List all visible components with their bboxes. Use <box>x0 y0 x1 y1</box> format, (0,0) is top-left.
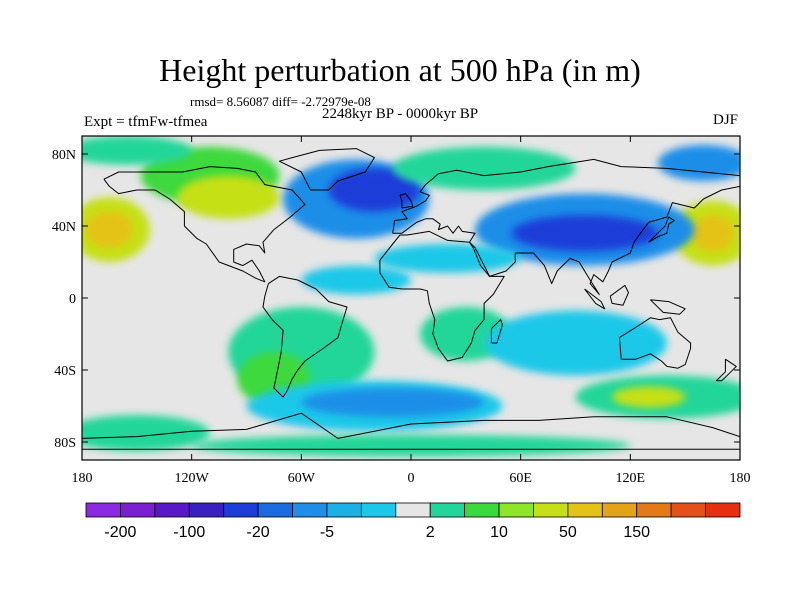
anomaly-region-24 <box>657 145 740 181</box>
colorbar-swatch-17 <box>670 502 706 518</box>
colorbar-swatch-15 <box>601 502 638 518</box>
coastline-greenland <box>278 148 375 191</box>
coastline-australia <box>618 317 692 369</box>
colorbar-swatch-5 <box>257 502 293 518</box>
colorbar-swatch-13 <box>533 502 569 518</box>
anomaly-region-23 <box>191 434 631 457</box>
axis-ticks: 180 120W 60W 0 60E 120E 180 80N 40N 0 40S 80S <box>52 136 751 486</box>
colorbar-label-4: 2 <box>426 524 435 541</box>
colorbar-label-7: 150 <box>623 524 650 541</box>
colorbar-swatch-16 <box>636 502 672 518</box>
colorbar-swatch-1 <box>120 502 156 518</box>
anomaly-layer <box>82 136 740 457</box>
colorbar-label-3: -5 <box>320 524 334 541</box>
anomaly-region-18 <box>301 388 485 417</box>
colorbar-swatch-10 <box>429 502 466 518</box>
coastline-new-zealand <box>715 358 737 382</box>
colorbar-label-5: 10 <box>490 524 508 541</box>
coastline-madagascar <box>490 319 503 344</box>
colorbar-swatch-14 <box>567 502 603 518</box>
stats-label: rmsd= 8.56087 diff= -2.72979e-08 <box>190 94 371 109</box>
anomaly-region-13 <box>301 265 411 295</box>
anomaly-region-5 <box>177 175 280 219</box>
coastline-layer <box>82 148 740 450</box>
anomaly-region-12 <box>374 244 521 273</box>
colorbar-swatch-4 <box>223 502 259 518</box>
lat-tick-label-2: 0 <box>69 292 76 307</box>
colorbar-swatch-9 <box>395 502 431 518</box>
season-label: DJF <box>713 112 739 128</box>
colorbar-label-1: -100 <box>173 524 205 541</box>
coastline-uk <box>399 193 414 209</box>
colorbar-swatch-7 <box>326 502 362 518</box>
colorbar-label-2: -20 <box>247 524 270 541</box>
anomaly-region-8 <box>328 168 421 212</box>
lon-tick-label-0: 180 <box>72 471 93 486</box>
lon-tick-label-2: 60W <box>288 471 316 486</box>
anomaly-region-1 <box>85 211 134 248</box>
anomaly-region-22 <box>82 415 210 451</box>
anomaly-region-21 <box>612 386 686 408</box>
lon-tick-label-5: 120E <box>616 471 646 486</box>
colorbar-swatch-8 <box>360 502 397 518</box>
anomaly-region-3 <box>690 215 735 252</box>
colorbar-swatch-6 <box>292 502 328 518</box>
lon-tick-label-6: 180 <box>730 471 751 486</box>
coastline-south-america <box>262 275 348 398</box>
plot-title: Height perturbation at 500 hPa (in m) <box>159 52 641 88</box>
colorbar: -200 -100 -20 -5 2 10 50 150 <box>85 502 741 541</box>
colorbar-swatch-18 <box>705 502 741 518</box>
lon-tick-label-3: 0 <box>408 471 415 486</box>
coastline-africa <box>379 230 505 362</box>
anomaly-region-11 <box>392 146 576 190</box>
period-label: 2248kyr BP - 0000kyr BP <box>322 106 479 122</box>
colorbar-swatch-3 <box>188 502 225 518</box>
lat-tick-label-3: 40S <box>54 364 76 379</box>
anomaly-region-6 <box>82 136 192 165</box>
lat-tick-label-1: 40N <box>52 220 76 235</box>
coastline-eurasia <box>392 158 740 295</box>
colorbar-label-6: 50 <box>559 524 577 541</box>
coastline-north-america <box>103 166 306 283</box>
coastline-japan <box>648 216 675 243</box>
lat-tick-label-4: 80S <box>54 436 76 451</box>
lat-tick-label-0: 80N <box>52 148 76 163</box>
coastline-antarctica <box>82 412 740 439</box>
colorbar-swatch-2 <box>154 502 190 518</box>
anomaly-region-10 <box>511 215 658 252</box>
lon-tick-label-1: 120W <box>175 471 210 486</box>
coastline-sumatra <box>584 288 606 310</box>
colorbar-swatch-11 <box>464 502 500 518</box>
colorbar-label-0: -200 <box>104 524 136 541</box>
colorbar-swatch-12 <box>498 502 534 518</box>
anomaly-region-19 <box>484 310 667 376</box>
coastline-new-guinea <box>650 299 686 315</box>
lon-tick-label-4: 60E <box>509 471 532 486</box>
coastline-borneo <box>609 284 629 306</box>
colorbar-swatch-0 <box>85 502 121 518</box>
experiment-label: Expt = tfmFw-tfmea <box>84 114 208 130</box>
